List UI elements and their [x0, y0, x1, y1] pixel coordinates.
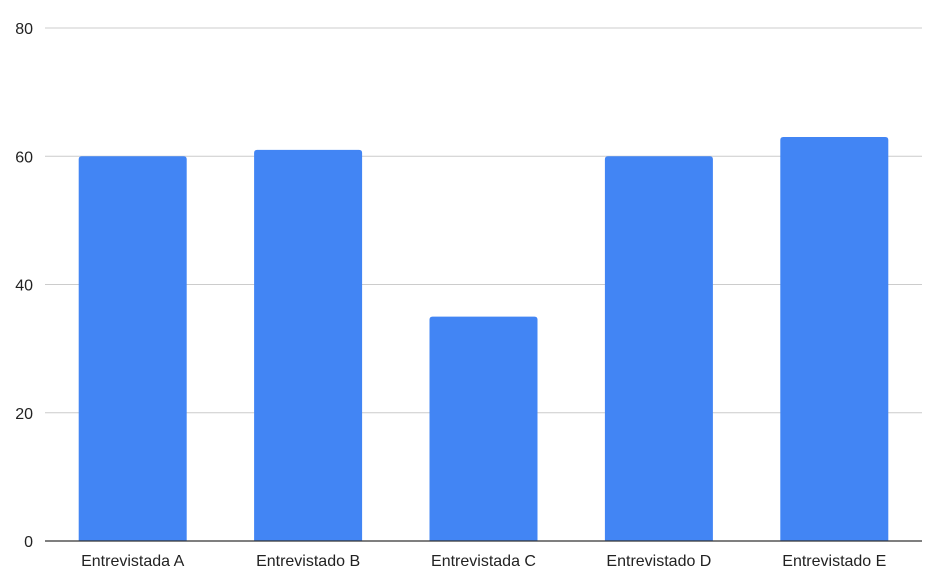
y-tick-label: 60 — [15, 149, 33, 166]
bar-entrevistado-e — [780, 137, 889, 541]
bars — [78, 137, 889, 541]
x-tick-label: Entrevistado D — [606, 553, 711, 569]
bar-entrevistada-c — [429, 316, 538, 541]
x-tick-label: Entrevistado B — [256, 553, 360, 569]
bar-entrevistado-d — [604, 156, 713, 541]
y-tick-label: 20 — [15, 406, 33, 423]
y-tick-label: 0 — [24, 534, 33, 551]
y-axis-ticks: 0 20 40 60 80 — [15, 21, 33, 551]
x-tick-label: Entrevistada C — [431, 553, 536, 569]
bar-entrevistada-a — [78, 156, 187, 541]
x-tick-label: Entrevistado E — [782, 553, 886, 569]
x-tick-label: Entrevistada A — [81, 553, 185, 569]
bar-entrevistado-b — [254, 149, 363, 541]
y-tick-label: 40 — [15, 278, 33, 295]
y-tick-label: 80 — [15, 21, 33, 38]
x-axis-ticks: Entrevistada A Entrevistado B Entrevistada… — [81, 553, 886, 569]
